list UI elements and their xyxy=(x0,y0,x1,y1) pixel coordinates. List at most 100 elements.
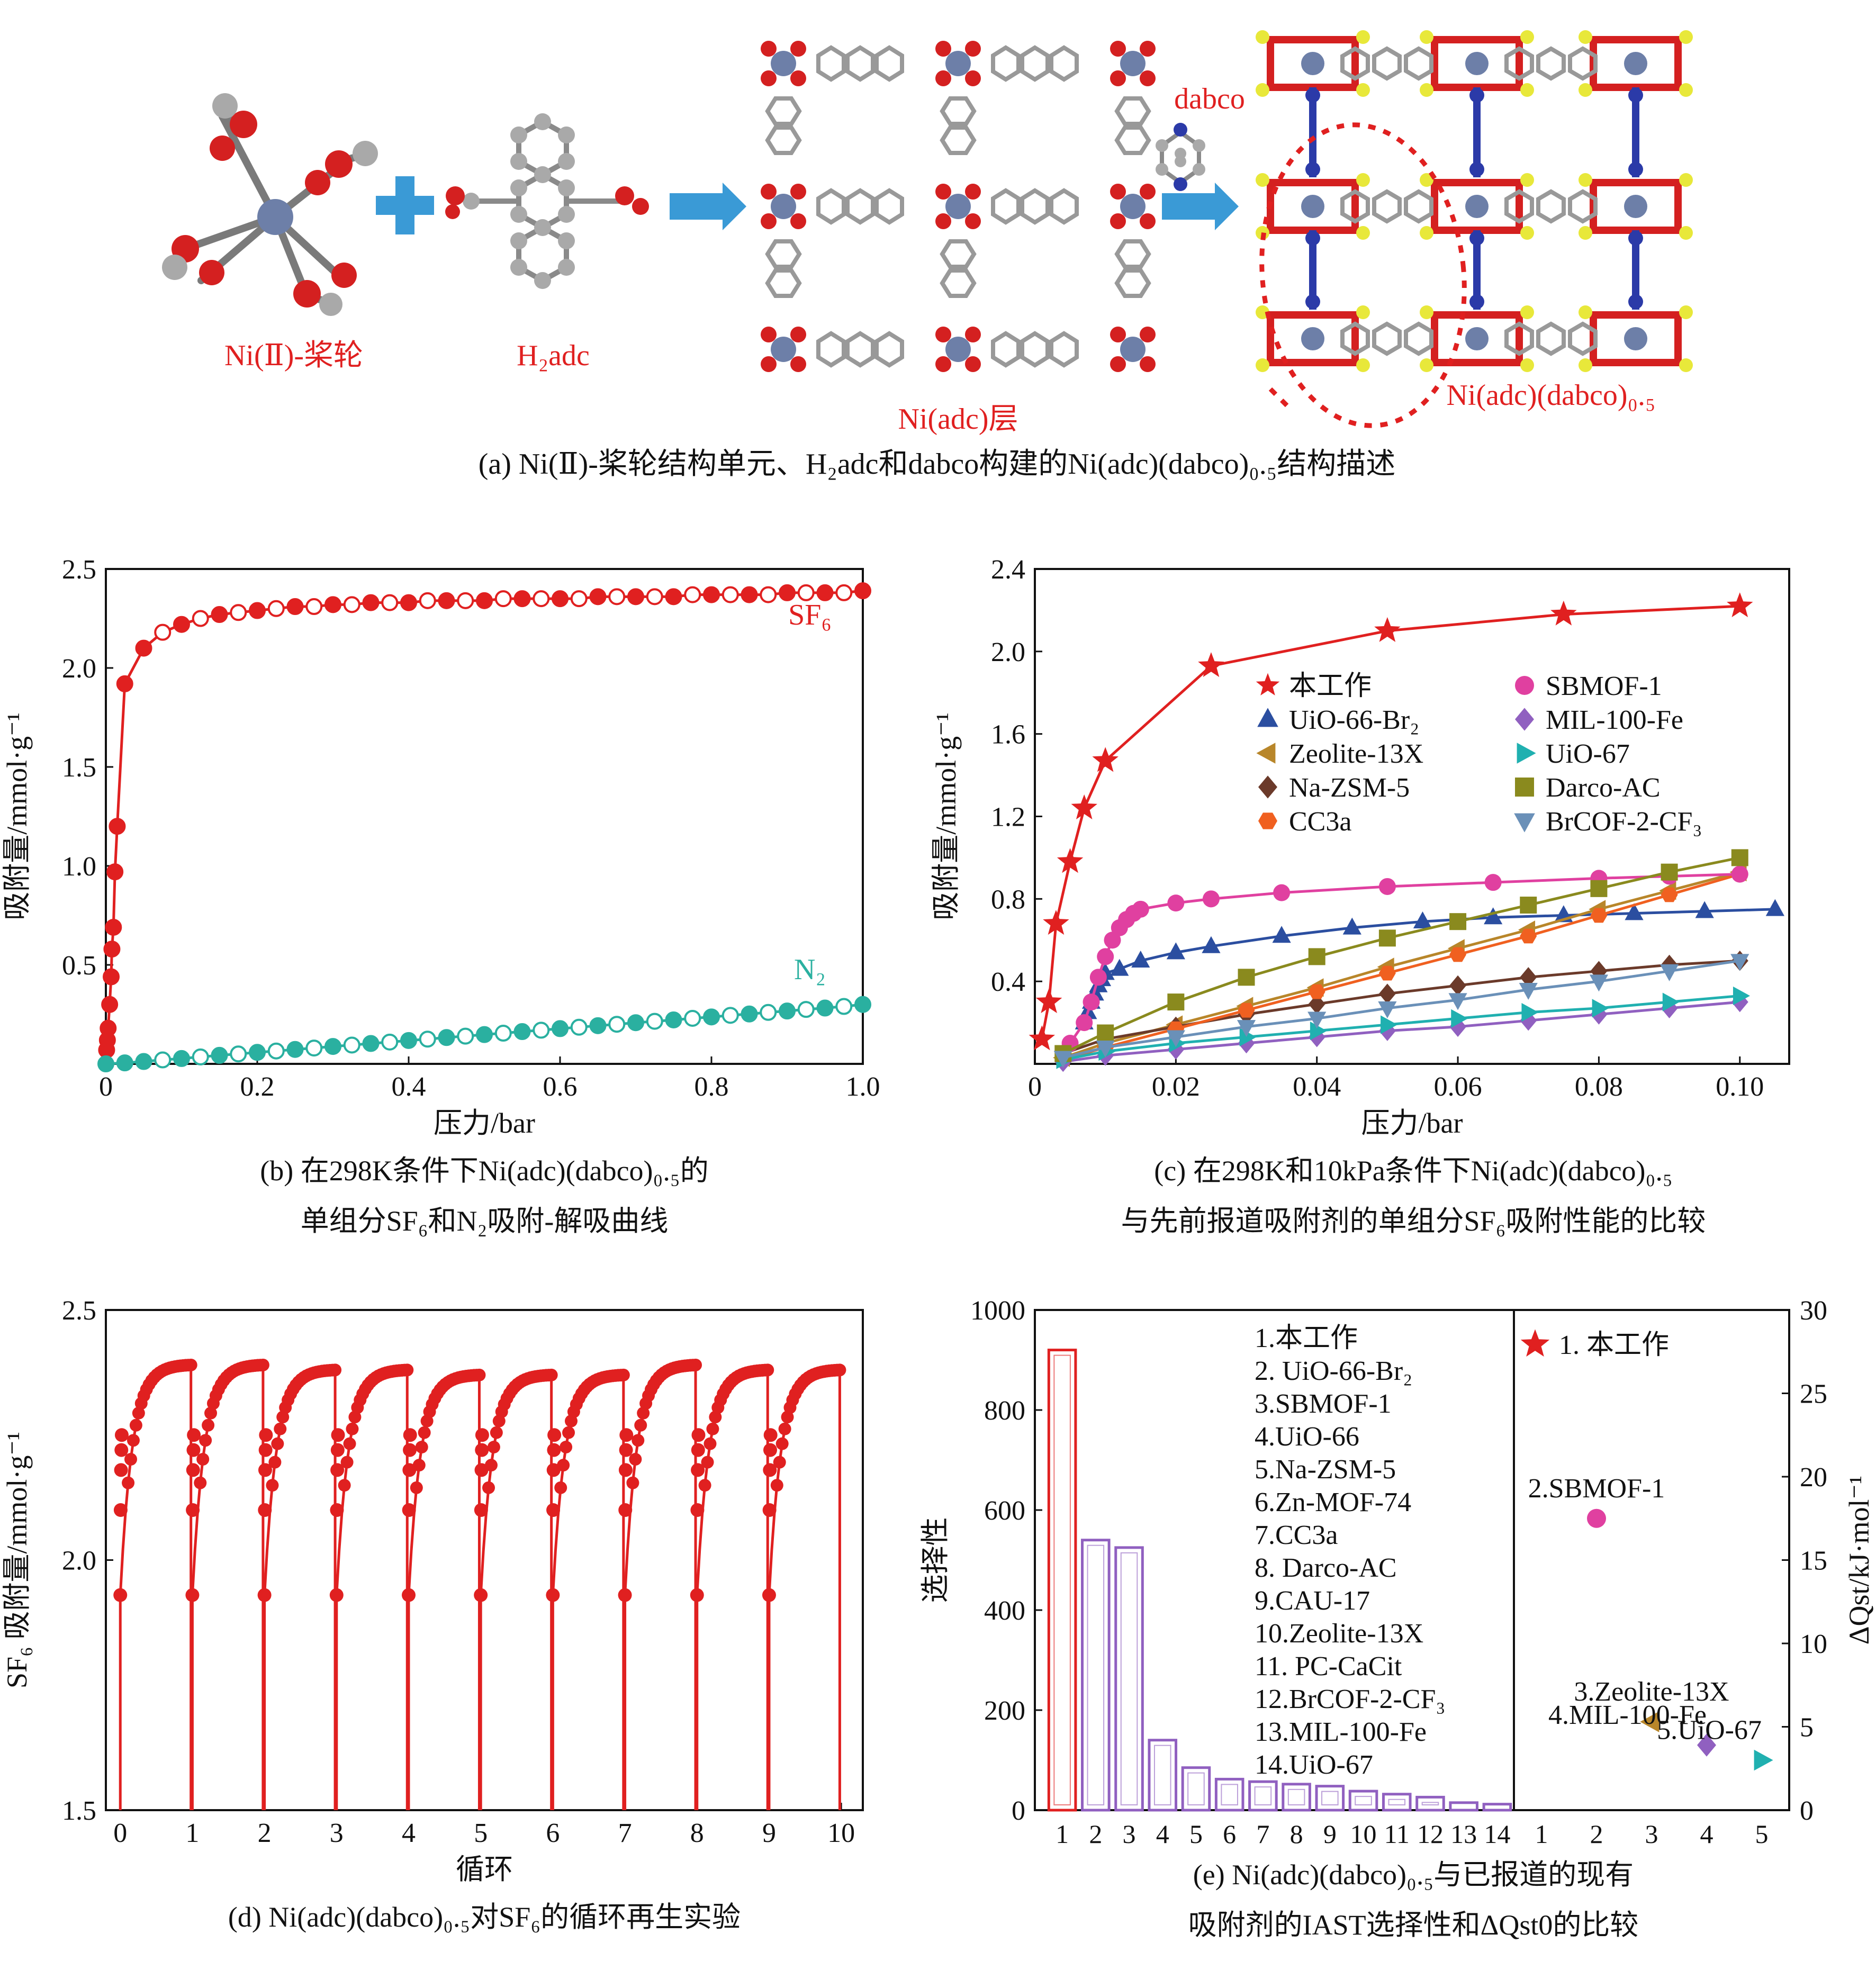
legend-marker xyxy=(1515,676,1534,695)
data-point xyxy=(192,1048,209,1065)
adc-ring xyxy=(1404,189,1433,224)
data-point xyxy=(211,1046,228,1064)
o-atom xyxy=(935,327,951,342)
data-point xyxy=(106,863,124,881)
data-point xyxy=(816,584,834,601)
y-axis-label: 吸附量/mmol·g⁻¹ xyxy=(1,712,33,920)
y-tick-label: 2.0 xyxy=(62,654,96,684)
bar xyxy=(1348,1790,1378,1812)
data-point xyxy=(1765,899,1784,916)
ni-node xyxy=(1624,327,1647,350)
y-tick-label: 1.6 xyxy=(991,720,1025,750)
data-point xyxy=(1484,874,1502,891)
adc-ring xyxy=(991,331,1021,368)
series-line xyxy=(1040,604,1740,1040)
data-point xyxy=(1484,907,1503,925)
data-point xyxy=(1592,999,1609,1018)
label-ni-paddlewheel: Ni(Ⅱ)-桨轮 xyxy=(224,339,363,372)
data-point xyxy=(274,1422,287,1435)
data-point xyxy=(698,1479,711,1492)
f-atom xyxy=(1679,358,1693,372)
f-atom xyxy=(1679,30,1693,44)
adc-ring xyxy=(1536,46,1566,81)
adc-ring xyxy=(1504,46,1534,81)
x2-tick-label: 1 xyxy=(1535,1819,1548,1849)
o-atom xyxy=(1110,356,1126,372)
bar-inner xyxy=(1355,1796,1372,1806)
data-point xyxy=(570,590,588,608)
y-axis-label: SF₆ 吸附量/mmol·g⁻¹ xyxy=(1,1432,33,1688)
y2-tick-label: 20 xyxy=(1800,1462,1827,1493)
data-point xyxy=(114,1428,129,1442)
data-point xyxy=(116,675,133,692)
data-point xyxy=(324,596,341,613)
legend-label: SBMOF-1 xyxy=(1546,671,1662,701)
x-tick-label: 2 xyxy=(1089,1819,1102,1849)
f-atom xyxy=(1420,30,1433,44)
legend-marker xyxy=(1515,778,1534,797)
point-label: 4.MIL-100-Fe xyxy=(1548,1700,1707,1730)
data-point xyxy=(230,1045,247,1063)
data-point xyxy=(1521,1003,1539,1022)
bar xyxy=(1181,1766,1211,1812)
bar-inner xyxy=(1087,1544,1105,1805)
data-point xyxy=(1520,928,1537,944)
data-point xyxy=(186,1463,200,1477)
y2-tick-label: 15 xyxy=(1800,1546,1827,1576)
data-point xyxy=(690,1588,704,1602)
bar xyxy=(1081,1539,1111,1812)
data-point xyxy=(400,1032,417,1049)
data-point xyxy=(154,1051,172,1069)
data-point xyxy=(835,584,853,601)
f-atom xyxy=(1356,226,1370,240)
ni-adc-dabco-framework-illustration xyxy=(1256,30,1693,372)
y-tick-label: 2.5 xyxy=(62,1296,96,1326)
bar xyxy=(1415,1795,1445,1812)
data-point xyxy=(608,588,626,606)
data-point xyxy=(691,1428,706,1442)
y-tick-label: 1.2 xyxy=(991,802,1025,833)
data-point xyxy=(135,1053,152,1070)
x-tick-label: 0.04 xyxy=(1293,1072,1341,1102)
legend-list-item: 1.本工作 xyxy=(1255,1323,1358,1353)
n-atom xyxy=(1305,231,1320,246)
f-atom xyxy=(1679,83,1693,97)
data-point xyxy=(1097,948,1114,965)
y-axis-label: 吸附量/mmol·g⁻¹ xyxy=(930,712,962,920)
data-point xyxy=(211,606,228,623)
bar xyxy=(1248,1780,1278,1812)
data-point xyxy=(199,1434,212,1447)
o-atom xyxy=(965,184,981,200)
data-point xyxy=(1035,988,1062,1014)
ni-node xyxy=(1301,52,1324,75)
data-point xyxy=(362,1035,380,1052)
caption-line: 吸附剂的IAST选择性和ΔQst0的比较 xyxy=(1188,1909,1639,1941)
f-atom xyxy=(1579,358,1592,372)
data-point xyxy=(474,1463,489,1477)
data-point xyxy=(1520,967,1537,988)
data-point xyxy=(1198,652,1224,677)
data-point xyxy=(1378,965,1396,981)
data-point xyxy=(619,1428,634,1442)
y2-tick-label: 25 xyxy=(1800,1379,1827,1409)
ni-node xyxy=(1120,194,1146,219)
data-point xyxy=(1166,942,1185,960)
y-tick-label: 1.5 xyxy=(62,753,96,783)
data-point xyxy=(196,1453,210,1466)
h2adc-molecule-illustration xyxy=(445,113,649,289)
data-point xyxy=(763,1443,777,1457)
data-point xyxy=(258,1443,273,1457)
x-axis-label: 压力/bar xyxy=(1361,1107,1463,1139)
data-point xyxy=(721,586,739,603)
data-point xyxy=(1697,1733,1716,1757)
point-label: 1. 本工作 xyxy=(1559,1330,1669,1360)
data-point xyxy=(1733,986,1750,1006)
legend-marker xyxy=(1517,743,1536,764)
label-dabco: dabco xyxy=(1174,83,1245,115)
ni-node xyxy=(1120,337,1146,362)
data-point xyxy=(329,1588,344,1602)
adc-ring xyxy=(940,239,977,269)
data-point xyxy=(259,1428,273,1442)
data-point xyxy=(1589,974,1609,992)
data-point xyxy=(249,602,266,619)
